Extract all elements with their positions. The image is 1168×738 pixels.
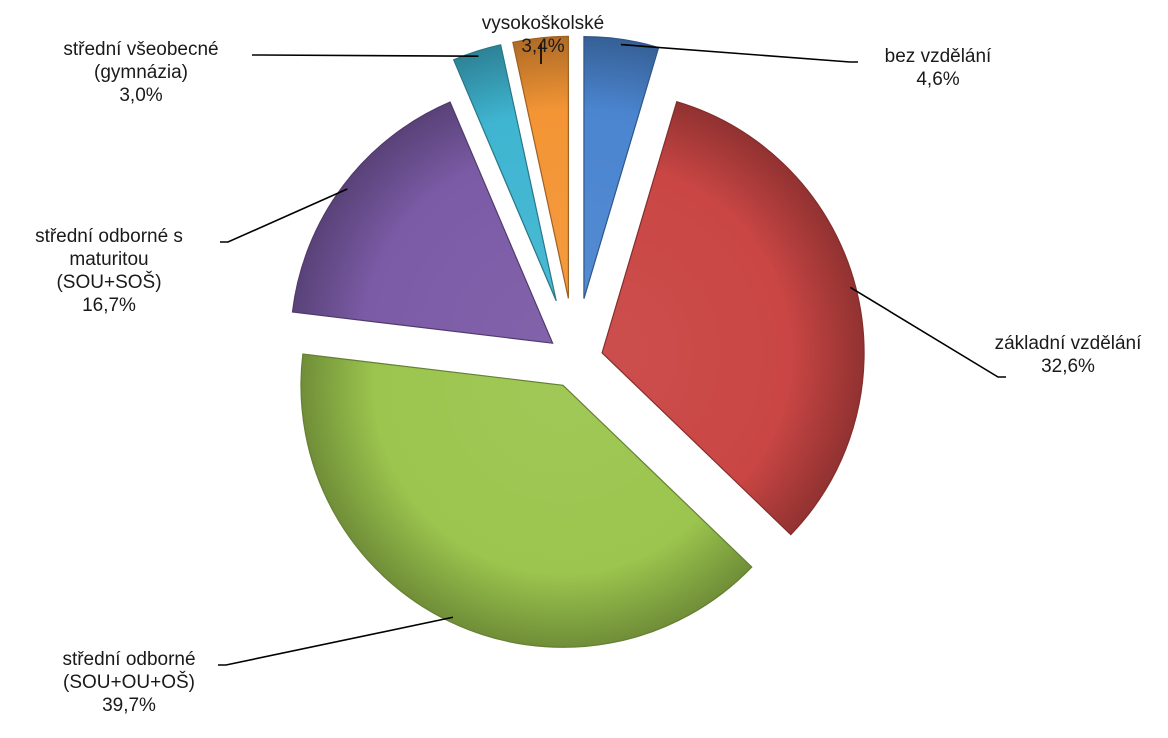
slice-name-line: (gymnázia)	[94, 62, 188, 83]
slice-name-line: vysokoškolské	[482, 13, 605, 34]
slice-name-line: maturitou	[69, 249, 148, 270]
slice-name-line: střední odborné	[62, 649, 195, 670]
slice-value-label: 16,7%	[82, 295, 136, 316]
leader-line-3	[220, 188, 348, 243]
slice-name-line: (SOU+SOŠ)	[56, 271, 161, 293]
leader-line-4	[252, 54, 479, 58]
slice-value-label: 3,4%	[521, 36, 564, 57]
slice-label-2: střední odborné (SOU+OU+OŠ) 39,7%	[62, 649, 195, 716]
slice-name-line: střední všeobecné	[63, 39, 218, 60]
slice-value-label: 4,6%	[916, 69, 959, 90]
leader-line-1	[849, 286, 1006, 378]
slice-labels: bez vzdělání 4,6% základní vzdělání 32,6% st…	[35, 13, 1142, 716]
leader-line-0	[620, 43, 858, 63]
leader-lines	[218, 43, 1006, 666]
pie-slice-3	[291, 101, 554, 344]
slice-label-5: vysokoškolské 3,4%	[482, 13, 605, 57]
slice-value-label: 32,6%	[1041, 356, 1095, 377]
slice-name-line: (SOU+OU+OŠ)	[63, 671, 195, 693]
slice-name-line: bez vzdělání	[885, 46, 992, 67]
slice-label-0: bez vzdělání 4,6%	[885, 46, 992, 90]
pie-slice-2	[300, 353, 753, 648]
pie-slice-4	[452, 44, 557, 302]
pie-slice-5	[512, 35, 569, 299]
slice-name-line: základní vzdělání	[995, 333, 1143, 354]
slice-label-4: střední všeobecné (gymnázia) 3,0%	[63, 39, 218, 106]
slice-value-label: 39,7%	[102, 695, 156, 716]
slice-label-1: základní vzdělání 32,6%	[995, 333, 1143, 377]
pie-slice-1	[601, 100, 865, 536]
slice-name-line: střední odborné s	[35, 226, 183, 247]
slice-label-3: střední odborné s maturitou (SOU+SOŠ) 16,7%	[35, 226, 183, 316]
pie-slices	[291, 35, 865, 648]
leader-line-2	[218, 616, 454, 666]
slice-value-label: 3,0%	[119, 85, 162, 106]
